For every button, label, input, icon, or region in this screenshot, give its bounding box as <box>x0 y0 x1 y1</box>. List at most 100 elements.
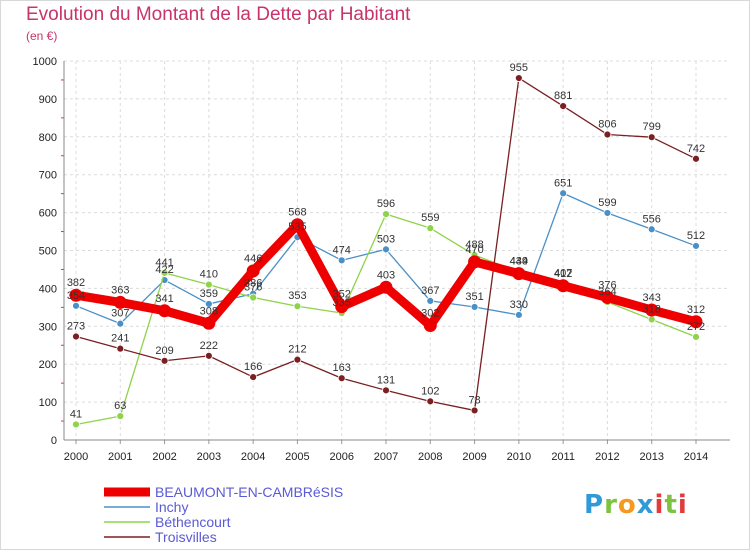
chart-title: Evolution du Montant de la Dette par Hab… <box>26 4 411 25</box>
data-point <box>337 256 346 265</box>
x-tick-label: 2006 <box>329 451 353 463</box>
data-point <box>382 245 390 254</box>
data-point <box>113 295 127 309</box>
data-label: 353 <box>288 290 306 302</box>
data-label: 166 <box>244 361 262 373</box>
data-label: 955 <box>510 62 528 74</box>
data-point <box>204 280 213 289</box>
data-label: 446 <box>244 253 262 265</box>
data-label: 422 <box>155 264 173 276</box>
data-point <box>470 303 479 311</box>
data-point <box>293 302 302 311</box>
x-tick-label: 2011 <box>551 451 575 463</box>
data-label: 318 <box>643 303 661 315</box>
data-label: 163 <box>333 362 351 374</box>
data-point <box>426 224 435 233</box>
data-label: 312 <box>687 304 705 316</box>
data-point <box>692 242 700 250</box>
x-tick-label: 2008 <box>418 451 442 463</box>
data-point <box>290 218 304 232</box>
data-label: 535 <box>288 221 306 233</box>
data-label: 503 <box>377 233 395 245</box>
data-label: 568 <box>288 207 306 219</box>
legend-label: Inchy <box>155 499 188 515</box>
x-tick-label: 2013 <box>639 451 663 463</box>
data-label: 386 <box>244 278 262 290</box>
chart-unit-label: (en €) <box>26 29 58 43</box>
data-label: 559 <box>421 212 439 224</box>
data-label: 799 <box>643 121 661 133</box>
data-point <box>379 280 393 294</box>
y-tick-label: 400 <box>39 283 57 295</box>
x-tick-label: 2012 <box>595 451 619 463</box>
data-point <box>468 255 482 269</box>
data-label: 352 <box>333 289 351 301</box>
y-tick-label: 500 <box>39 246 57 258</box>
x-tick-label: 2000 <box>64 451 88 463</box>
y-tick-label: 900 <box>39 94 57 106</box>
grid <box>64 60 730 441</box>
data-point <box>249 293 258 302</box>
data-label: 341 <box>155 293 173 305</box>
data-label: 376 <box>598 279 616 291</box>
data-point <box>559 102 568 111</box>
legend-label: Béthencourt <box>155 514 231 530</box>
axes: 0 100 200 300 400 500 600 700 800 900 1000 2000 2001… <box>33 56 730 463</box>
data-point <box>647 315 656 324</box>
data-label: 222 <box>200 340 218 352</box>
data-point <box>692 333 700 341</box>
y-tick-label: 700 <box>39 170 57 182</box>
data-point <box>204 351 213 360</box>
data-point <box>158 304 172 318</box>
data-label: 363 <box>111 284 129 296</box>
x-tick-label: 2001 <box>108 451 132 463</box>
data-label: 364 <box>598 286 616 298</box>
data-point <box>72 301 80 310</box>
y-tick-label: 800 <box>39 132 57 144</box>
data-label: 742 <box>687 143 705 155</box>
data-point <box>160 356 169 365</box>
x-tick-label: 2010 <box>507 451 531 463</box>
data-point <box>556 279 570 293</box>
data-point <box>382 386 390 395</box>
data-label: 599 <box>598 197 616 209</box>
data-label: 102 <box>421 385 439 397</box>
legend: BEAUMONT-EN-CAMBRéSISInchyBéthencourtTro… <box>104 484 343 545</box>
data-point <box>692 154 700 163</box>
series-lines <box>69 74 703 429</box>
data-point <box>72 420 80 429</box>
data-point <box>426 397 435 406</box>
data-label: 330 <box>510 299 528 311</box>
data-label: 407 <box>554 268 572 280</box>
data-point <box>600 290 614 304</box>
data-point <box>160 268 169 277</box>
data-label: 474 <box>333 244 351 256</box>
data-label: 488 <box>465 239 483 251</box>
data-point <box>647 225 656 234</box>
data-label: 335 <box>333 297 351 309</box>
data-label: 806 <box>598 119 616 131</box>
y-tick-label: 100 <box>39 397 57 409</box>
data-label: 881 <box>554 90 572 102</box>
data-label: 131 <box>377 374 395 386</box>
data-label: 354 <box>67 290 85 302</box>
x-tick-label: 2014 <box>684 451 708 463</box>
data-point <box>204 300 213 308</box>
data-label: 63 <box>114 400 126 412</box>
data-point <box>116 319 125 328</box>
data-label: 209 <box>155 345 173 357</box>
x-tick-label: 2002 <box>152 451 176 463</box>
data-label: 241 <box>111 333 129 345</box>
data-label: 403 <box>377 269 395 281</box>
data-label: 359 <box>200 288 218 300</box>
data-point <box>293 355 302 364</box>
data-point <box>559 189 568 198</box>
data-label: 273 <box>67 321 85 333</box>
y-tick-label: 1000 <box>33 56 57 68</box>
data-label: 343 <box>643 292 661 304</box>
data-label: 512 <box>687 230 705 242</box>
legend-label: Troisvilles <box>155 529 217 545</box>
x-tick-label: 2007 <box>374 451 398 463</box>
